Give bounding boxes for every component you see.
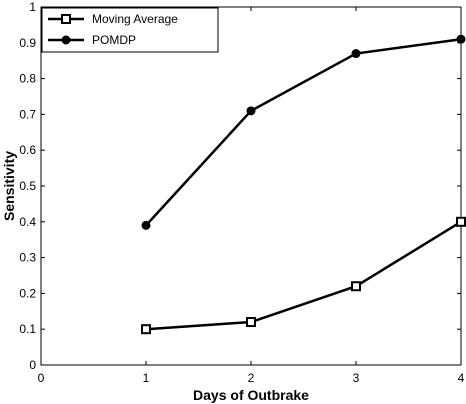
y-tick-label: 0.7 (19, 107, 36, 121)
plot-border (40, 6, 462, 366)
x-tick-label: 3 (353, 371, 360, 385)
y-tick-label: 0 (29, 358, 36, 372)
x-axis-ticks: 0 1 2 3 4 (38, 7, 465, 385)
y-tick-label: 0.8 (19, 72, 36, 86)
series-pomdp (141, 34, 466, 230)
legend-box (41, 7, 219, 53)
legend-label: Moving Average (92, 12, 178, 26)
y-tick-label: 0.1 (19, 322, 36, 336)
y-tick-label: 0.9 (19, 36, 36, 50)
y-axis-title: Sensitivity (1, 151, 17, 221)
x-tick-label: 2 (248, 371, 255, 385)
x-axis-title: Days of Outbrake (193, 387, 309, 403)
legend-swatch-marker (61, 14, 71, 24)
data-point (246, 317, 256, 328)
y-tick-label: 1 (29, 0, 36, 14)
y-tick-label: 0.3 (19, 251, 36, 265)
series-layer (141, 34, 466, 335)
x-tick-label: 0 (38, 371, 45, 385)
data-point (351, 49, 361, 59)
data-point (141, 324, 151, 335)
x-tick-label: 1 (143, 371, 150, 385)
legend-entry: Moving Average (48, 12, 178, 26)
data-point (456, 216, 466, 227)
y-tick-label: 0.6 (19, 143, 36, 157)
data-point (141, 220, 151, 230)
y-tick-label: 0.5 (19, 179, 36, 193)
data-point (456, 34, 466, 44)
series-line (145, 37, 462, 227)
y-tick-label: 0.2 (19, 286, 36, 300)
y-tick-label: 0.4 (19, 215, 36, 229)
series-moving-average (141, 216, 466, 335)
y-axis-ticks: 0 0.1 0.2 0.3 0.4 0.5 0.6 0.7 0.8 0.9 1 (19, 0, 461, 372)
legend-entry: POMDP (48, 33, 136, 47)
legend-label: POMDP (92, 33, 136, 47)
plot-frame (40, 6, 462, 366)
data-point (246, 106, 256, 116)
x-tick-label: 4 (458, 371, 465, 385)
legend-swatch-marker (61, 35, 71, 45)
series-line (145, 220, 462, 331)
legend: Moving Average POMDP (41, 7, 219, 53)
data-point (351, 281, 361, 292)
